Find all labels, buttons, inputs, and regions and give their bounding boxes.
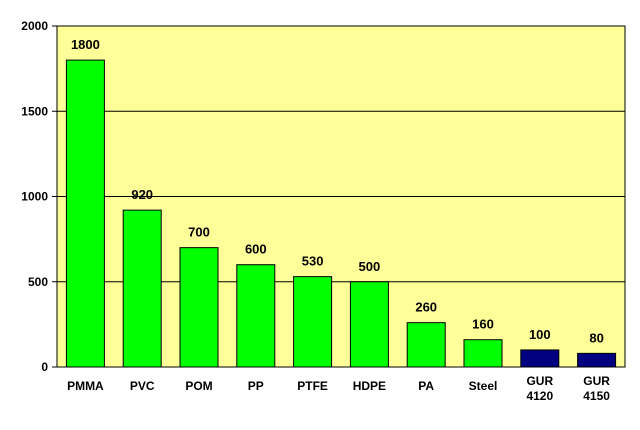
data-label: 600	[245, 242, 267, 257]
bar-pp	[236, 264, 276, 368]
y-tick-label: 0	[41, 360, 48, 374]
bar-pa	[406, 322, 446, 368]
bar-gur-4150	[577, 352, 617, 368]
bar-steel	[463, 339, 503, 368]
data-label: 700	[188, 225, 210, 240]
bar-pvc	[122, 209, 162, 368]
category-label: GUR 4120	[526, 374, 553, 403]
category-label: POM	[185, 379, 212, 393]
data-label: 920	[131, 187, 153, 202]
data-label: 260	[415, 300, 437, 315]
x-axis-labels: PMMA PVC POM PP PTFE HDPE PA Steel GUR 4120 GUR 415…	[67, 374, 610, 403]
y-tick-label: 1500	[21, 104, 48, 118]
data-label: 530	[302, 254, 324, 269]
category-label: PVC	[130, 379, 155, 393]
data-label: 100	[529, 327, 551, 342]
bar-hdpe	[349, 281, 389, 368]
bar-pmma	[65, 59, 105, 368]
bars-group: 1800 920 700 600 530 500 260 160 100 80	[65, 37, 617, 368]
category-label: HDPE	[353, 379, 386, 393]
category-label: PA	[418, 379, 434, 393]
data-label: 160	[472, 317, 494, 332]
data-label: 80	[589, 330, 603, 345]
y-tick-label: 2000	[21, 19, 48, 33]
category-label: Steel	[469, 379, 498, 393]
data-label: 1800	[71, 37, 100, 52]
category-label: PMMA	[67, 379, 104, 393]
y-tick-label: 1000	[21, 190, 48, 204]
bar-gur-4120	[520, 349, 560, 368]
category-label: PTFE	[297, 379, 328, 393]
bar-pom	[179, 247, 219, 368]
y-tick-label: 500	[28, 275, 48, 289]
category-label: GUR 4150	[583, 374, 610, 403]
y-axis-ticks: 0 500 1000 1500 2000	[21, 19, 57, 374]
data-label: 500	[359, 259, 381, 274]
plot-border	[56, 25, 626, 368]
bar-ptfe	[293, 276, 333, 368]
category-label: PP	[248, 379, 264, 393]
